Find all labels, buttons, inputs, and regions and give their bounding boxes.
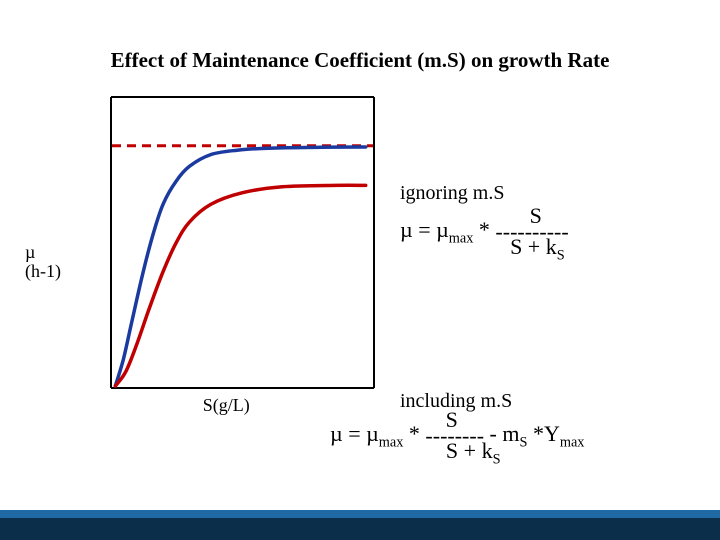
y-axis-unit: (h-1) [25,262,61,282]
footer-bar [0,518,720,540]
eq2-max: max [379,434,404,450]
eq1-ksub: S [557,248,565,264]
growth-rate-chart [110,96,375,389]
slide-title: Effect of Maintenance Coefficient (m.S) … [0,48,720,73]
y-axis-label: µ (h-1) [25,243,61,283]
eq1-star: * [473,217,495,242]
eq2-starY: *Y [527,421,559,446]
eq2-eq: = [343,421,366,446]
eq1-mu: µ [400,217,413,242]
eq2-mu2: µ [366,421,379,446]
eq1-max: max [449,230,474,246]
eq2-ymax: max [560,434,585,450]
eq1-header: ignoring m.S [400,180,569,206]
equation-ignoring-ms: ignoring m.S µ = µmax * S ---------- S +… [400,180,569,248]
x-axis-label: S(g/L) [203,395,250,416]
footer-accent-bar [0,510,720,518]
eq2-denom: S + k [446,438,493,463]
eq2-ksub: S [493,452,501,468]
y-axis-symbol: µ [25,243,61,263]
eq2-star: * [403,421,425,446]
eq2-mu: µ [330,421,343,446]
slide-root: Effect of Maintenance Coefficient (m.S) … [0,0,720,540]
eq2-numer: S [446,406,458,435]
eq1-eq: = [413,217,436,242]
eq1-denom: S + k [510,234,557,259]
eq1-numer: S [530,202,542,231]
equation-including-ms: including m.S µ = µmax * S -------- S + … [330,388,584,452]
eq1-mu2: µ [436,217,449,242]
